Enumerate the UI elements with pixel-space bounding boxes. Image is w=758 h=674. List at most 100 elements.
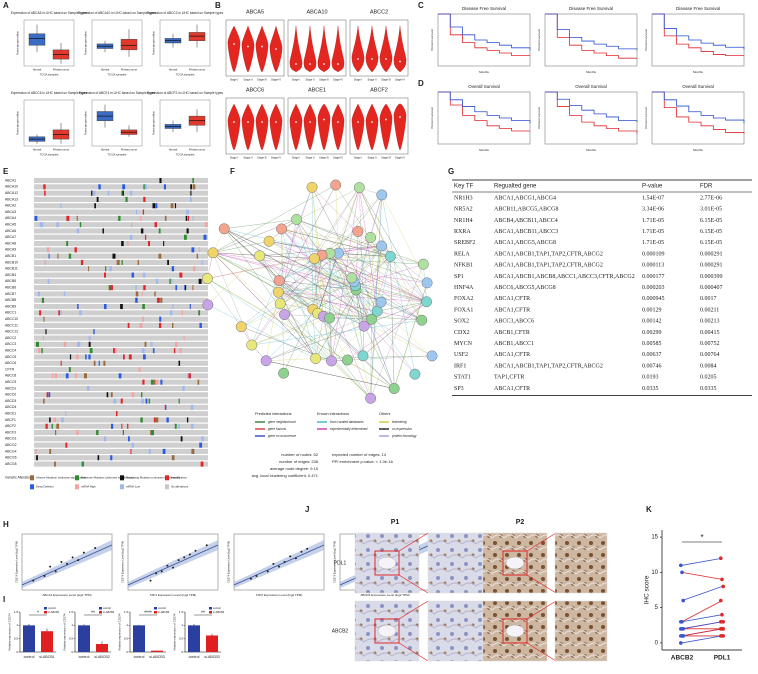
- gene-label: ABCA4: [5, 216, 16, 220]
- node: [372, 306, 382, 316]
- panel-label: G: [448, 167, 454, 176]
- plot-title: ABCC2: [370, 9, 388, 15]
- violin: [366, 26, 378, 72]
- survival-curve: [438, 14, 530, 56]
- alteration-tick: [190, 304, 191, 309]
- x-tick-label: Stage III: [319, 156, 329, 160]
- alteration-tick: [89, 342, 91, 347]
- table-cell: RXRA: [454, 229, 471, 235]
- violin: [366, 104, 378, 150]
- alteration-tick: [164, 184, 166, 189]
- median-dot: [295, 63, 297, 65]
- track: [34, 336, 208, 341]
- alteration-tick: [107, 392, 109, 397]
- point: [721, 585, 725, 589]
- alteration-tick: [145, 184, 147, 189]
- x-tick-label: control: [79, 655, 90, 659]
- box: [189, 32, 205, 40]
- node: [261, 356, 271, 366]
- table-cell: 0.000407: [700, 285, 723, 291]
- gene-label: ABCB9: [5, 304, 16, 308]
- y-tick-label: 0: [655, 641, 659, 647]
- alteration-tick: [125, 197, 127, 202]
- bar: [96, 644, 108, 652]
- y-tick-label: 5: [655, 605, 659, 611]
- plot-title: Overall Survival: [468, 84, 500, 89]
- x-label: TCGA samples: [40, 73, 59, 77]
- alteration-tick: [61, 417, 64, 422]
- alteration-tick: [199, 443, 202, 448]
- point: [44, 575, 46, 577]
- track: [34, 210, 208, 215]
- alteration-tick: [178, 424, 180, 429]
- alteration-tick: [159, 317, 161, 322]
- alteration-tick: [49, 392, 51, 397]
- gene-label: ABCA10: [5, 185, 18, 189]
- legend-label: textmining: [392, 420, 407, 424]
- point: [720, 578, 724, 582]
- x-tick-label: Stage IV: [395, 78, 405, 82]
- alteration-tick: [47, 392, 49, 397]
- plot-frame: [545, 92, 637, 144]
- alteration-tick: [153, 203, 156, 208]
- table-cell: FOXA1: [454, 307, 473, 313]
- alteration-tick: [193, 266, 196, 271]
- alteration-tick: [143, 273, 145, 278]
- plot-title: ABCC6: [246, 87, 264, 93]
- track: [34, 241, 208, 246]
- x-label: TCGA samples: [40, 153, 59, 157]
- gene-label: ABCG1: [5, 437, 17, 441]
- y-label: Transcript per million: [84, 110, 88, 135]
- bar: [206, 635, 218, 652]
- alteration-tick: [140, 216, 141, 221]
- y-tick-label: 0.5: [179, 636, 184, 640]
- plot-title: Overall Survival: [575, 84, 607, 89]
- violin: [304, 104, 316, 150]
- x-label: TAP1 Expression Level (log2 TPM): [150, 593, 197, 597]
- table-cell: 0.000945: [642, 296, 665, 302]
- alteration-tick: [142, 304, 145, 309]
- alteration-tick: [64, 342, 67, 347]
- gene-label: ABCF1: [5, 418, 16, 422]
- y-tick-label: 1.5: [14, 610, 19, 614]
- survival-curve: [545, 92, 637, 134]
- legend-title: Others: [379, 412, 390, 416]
- y-label: Relative expression of CD274: [173, 613, 177, 650]
- table-cell: NFKB1: [454, 263, 473, 269]
- alteration-tick: [43, 336, 44, 341]
- x-tick-label: Primary tumor: [121, 148, 137, 152]
- legend-swatch: [209, 607, 212, 610]
- gene-label: ABCC1: [5, 311, 16, 315]
- gene-label: CFTR: [5, 367, 15, 371]
- legend-label: mRNA High: [81, 485, 96, 489]
- gene-label: ABCB4: [5, 273, 16, 277]
- table-cell: 6.15E-05: [700, 240, 722, 246]
- alteration-tick: [155, 222, 157, 227]
- legend-label: gene neighborhood: [268, 420, 296, 424]
- point: [278, 566, 280, 568]
- gene-label: ABCB7: [5, 292, 16, 296]
- alteration-tick: [61, 361, 62, 366]
- table-cell: ABCA1,ABCB11,ABCC3: [494, 229, 558, 235]
- panel-label: A: [3, 1, 9, 10]
- x-tick-label: Stage I: [354, 156, 362, 160]
- alteration-tick: [77, 304, 78, 309]
- edge: [224, 229, 330, 254]
- x-tick-label: Primary tumor: [121, 68, 137, 72]
- node: [427, 351, 437, 361]
- x-tick-label: control: [189, 655, 200, 659]
- alteration-tick: [153, 348, 155, 353]
- x-tick-label: PDL1: [714, 655, 731, 662]
- gene-label: ABCC4: [5, 348, 16, 352]
- alteration-tick: [120, 304, 123, 309]
- alteration-tick: [160, 380, 162, 385]
- survival-curve: [652, 14, 744, 49]
- violin: [352, 26, 364, 72]
- alteration-tick: [140, 417, 142, 422]
- table-cell: ABCA1,CFTR: [494, 296, 530, 302]
- point: [681, 634, 685, 638]
- edge: [252, 187, 312, 345]
- median-dot: [385, 58, 387, 60]
- alteration-tick: [187, 228, 189, 233]
- table-cell: MYCN: [454, 341, 473, 347]
